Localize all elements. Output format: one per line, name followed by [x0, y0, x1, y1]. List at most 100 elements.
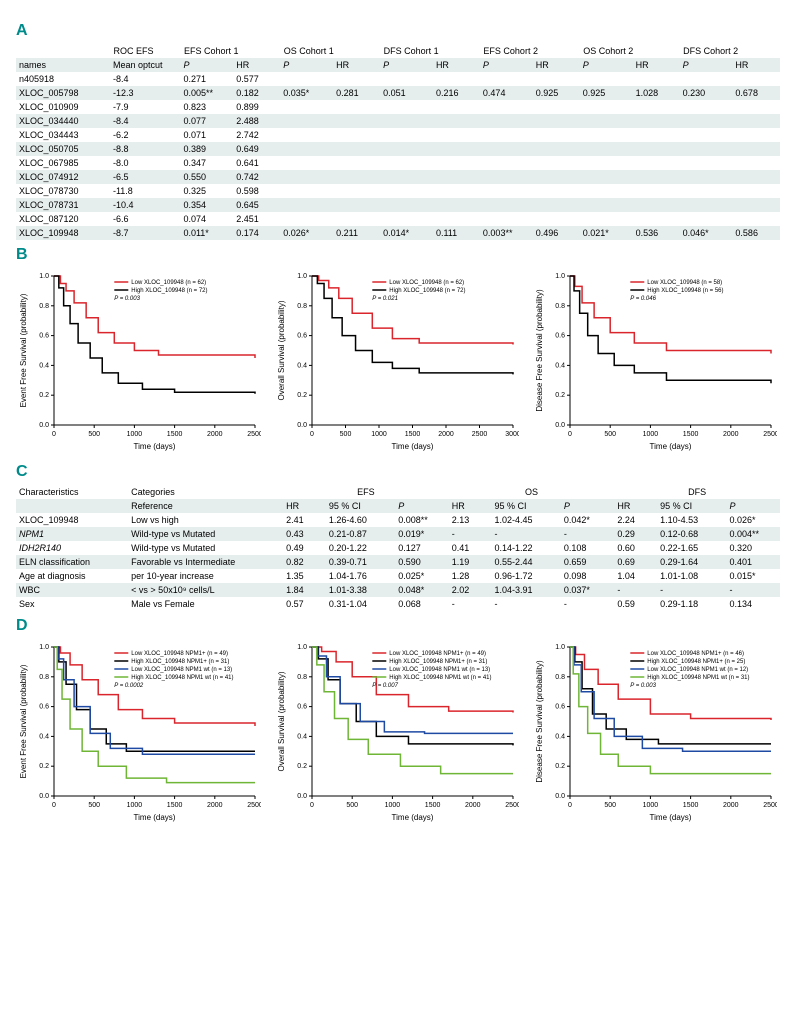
table-cell — [480, 114, 533, 128]
table-cell — [433, 212, 480, 226]
table-c-column-header: P — [561, 499, 614, 513]
svg-text:2500: 2500 — [247, 802, 261, 809]
svg-text:P = 0.003: P = 0.003 — [630, 683, 656, 689]
svg-text:1.0: 1.0 — [555, 644, 565, 651]
table-cell: 0.035* — [280, 86, 333, 100]
table-cell: XLOC_087120 — [16, 212, 110, 226]
table-cell — [680, 72, 733, 86]
table-row: XLOC_074912-6.50.5500.742 — [16, 170, 780, 184]
table-cell — [433, 170, 480, 184]
panel-d-charts: 0.00.20.40.60.81.005001000150020002500Ev… — [16, 639, 780, 824]
table-cell: 0.037* — [561, 583, 614, 597]
table-cell: XLOC_074912 — [16, 170, 110, 184]
table-cell — [433, 142, 480, 156]
table-cell: 0.068 — [395, 597, 448, 611]
table-row: NPM1Wild-type vs Mutated0.430.21-0.870.0… — [16, 527, 780, 541]
svg-text:2000: 2000 — [465, 802, 481, 809]
table-cell: 0.641 — [233, 156, 280, 170]
table-cell — [280, 100, 333, 114]
table-cell: 0.39-0.71 — [326, 555, 395, 569]
table-cell: Wild-type vs Mutated — [128, 527, 283, 541]
table-cell: 0.003** — [480, 226, 533, 240]
svg-text:2000: 2000 — [723, 802, 739, 809]
table-cell: Male vs Female — [128, 597, 283, 611]
table-a-column-header: HR — [433, 58, 480, 72]
table-cell — [732, 198, 779, 212]
table-cell — [732, 142, 779, 156]
svg-text:1.0: 1.0 — [555, 273, 565, 280]
table-cell: 2.24 — [614, 513, 657, 527]
panel-b-km-chart: 0.00.20.40.60.81.005001000150020002500Ev… — [16, 268, 261, 453]
svg-text:Low XLOC_109948 NPM1+ (n = 49): Low XLOC_109948 NPM1+ (n = 49) — [389, 651, 486, 657]
svg-text:0.4: 0.4 — [39, 733, 49, 740]
svg-text:0.2: 0.2 — [555, 392, 565, 399]
table-cell — [280, 212, 333, 226]
table-cell — [533, 100, 580, 114]
table-cell: 0.57 — [283, 597, 326, 611]
table-cell: XLOC_050705 — [16, 142, 110, 156]
table-cell: 0.019* — [395, 527, 448, 541]
table-cell — [433, 114, 480, 128]
table-cell: 0.43 — [283, 527, 326, 541]
table-cell: 1.028 — [633, 86, 680, 100]
svg-text:0.2: 0.2 — [39, 763, 49, 770]
table-cell — [480, 128, 533, 142]
table-cell: 0.401 — [727, 555, 780, 569]
table-cell: n405918 — [16, 72, 110, 86]
svg-text:0.8: 0.8 — [39, 303, 49, 310]
table-cell: 0.31-1.04 — [326, 597, 395, 611]
table-cell: 0.320 — [727, 541, 780, 555]
svg-text:P = 0.003: P = 0.003 — [114, 296, 140, 302]
svg-text:P = 0.007: P = 0.007 — [372, 683, 398, 689]
table-cell — [633, 72, 680, 86]
table-cell: - — [449, 527, 492, 541]
table-cell: 1.10-4.53 — [657, 513, 726, 527]
svg-text:0.6: 0.6 — [39, 333, 49, 340]
svg-text:3000: 3000 — [505, 431, 519, 438]
table-row: XLOC_010909-7.90.8230.899 — [16, 100, 780, 114]
table-cell — [633, 184, 680, 198]
table-cell — [633, 156, 680, 170]
svg-text:High XLOC_109948 NPM1+ (n = 31: High XLOC_109948 NPM1+ (n = 31) — [131, 659, 229, 665]
table-cell: -6.2 — [110, 128, 180, 142]
table-cell: - — [561, 527, 614, 541]
table-cell — [580, 170, 633, 184]
panel-d-km-chart: 0.00.20.40.60.81.005001000150020002500Ev… — [16, 639, 261, 824]
table-cell: 0.008** — [395, 513, 448, 527]
svg-text:0.4: 0.4 — [297, 733, 307, 740]
panel-d-label: D — [16, 617, 780, 635]
svg-text:0.8: 0.8 — [39, 674, 49, 681]
panel-b-km-chart: 0.00.20.40.60.81.005001000150020002500Di… — [532, 268, 777, 453]
table-cell: 0.098 — [561, 569, 614, 583]
table-cell — [380, 156, 433, 170]
svg-text:0.6: 0.6 — [39, 704, 49, 711]
table-cell — [732, 72, 779, 86]
table-cell: XLOC_078730 — [16, 184, 110, 198]
table-cell: 0.41 — [449, 541, 492, 555]
table-cell: XLOC_010909 — [16, 100, 110, 114]
table-cell — [533, 212, 580, 226]
table-cell: 1.19 — [449, 555, 492, 569]
table-cell: 0.29-1.18 — [657, 597, 726, 611]
svg-text:Time (days): Time (days) — [392, 813, 434, 822]
table-cell: 0.49 — [283, 541, 326, 555]
table-cell: -8.4 — [110, 114, 180, 128]
panel-b-charts: 0.00.20.40.60.81.005001000150020002500Ev… — [16, 268, 780, 453]
table-cell: 0.82 — [283, 555, 326, 569]
table-cell: 0.496 — [533, 226, 580, 240]
table-cell — [433, 198, 480, 212]
table-cell: 0.60 — [614, 541, 657, 555]
table-row: ELN classificationFavorable vs Intermedi… — [16, 555, 780, 569]
table-cell: - — [491, 597, 560, 611]
table-cell — [433, 72, 480, 86]
table-cell: 0.071 — [180, 128, 233, 142]
table-c-column-header — [16, 499, 128, 513]
table-c-column-header: 95 % CI — [491, 499, 560, 513]
table-cell — [533, 114, 580, 128]
svg-text:1000: 1000 — [643, 431, 659, 438]
table-c-column-header: P — [727, 499, 780, 513]
table-cell: Age at diagnosis — [16, 569, 128, 583]
table-cell: 0.659 — [561, 555, 614, 569]
table-c-column-header: P — [395, 499, 448, 513]
table-cell — [732, 128, 779, 142]
